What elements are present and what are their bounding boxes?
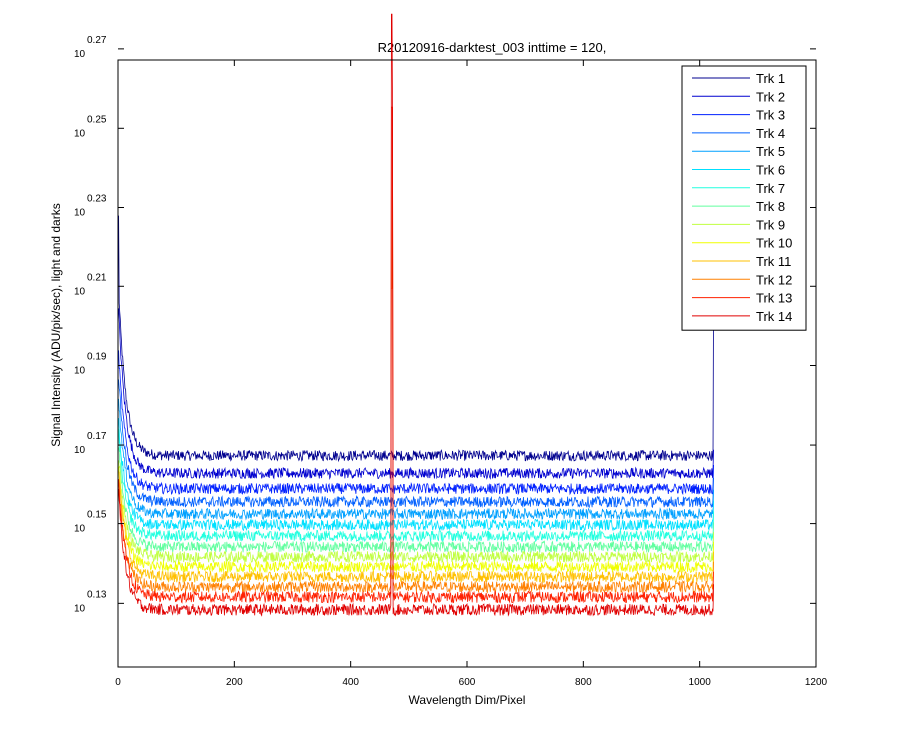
legend-entry-label: Trk 10 bbox=[756, 236, 792, 251]
x-tick-label: 1200 bbox=[805, 677, 828, 688]
series-line-trk-4 bbox=[118, 379, 714, 509]
series-lines bbox=[118, 13, 714, 617]
series-line-trk-10 bbox=[118, 466, 714, 574]
series-line-trk-9 bbox=[118, 460, 714, 564]
series-line-trk-2 bbox=[118, 308, 714, 480]
x-tick-label: 600 bbox=[459, 677, 476, 688]
legend-entry-label: Trk 8 bbox=[756, 199, 785, 214]
legend-entry-label: Trk 6 bbox=[756, 163, 785, 178]
legend-entry-label: Trk 4 bbox=[756, 126, 785, 141]
y-tick-label: 100.19 bbox=[74, 352, 107, 377]
legend-entry-label: Trk 13 bbox=[756, 291, 792, 306]
y-tick-label: 100.17 bbox=[74, 431, 107, 456]
y-tick-exponent: 0.25 bbox=[87, 114, 107, 125]
y-tick-exponent: 0.21 bbox=[87, 272, 107, 283]
y-axis-ticks: 100.13100.15100.17100.19100.21100.23100.… bbox=[74, 35, 816, 614]
x-axis-label: Wavelength Dim/Pixel bbox=[409, 693, 526, 707]
series-line-trk-3 bbox=[118, 350, 714, 496]
series-line-trk-6 bbox=[118, 418, 714, 532]
y-tick-label: 100.25 bbox=[74, 114, 107, 139]
series-line-trk-8 bbox=[118, 447, 714, 553]
y-axis-label: Signal Intensity (ADU/pix/sec), light an… bbox=[49, 203, 63, 446]
y-tick-exponent: 0.13 bbox=[87, 589, 107, 600]
y-tick-label: 100.15 bbox=[74, 510, 107, 535]
y-tick-base: 10 bbox=[74, 128, 86, 139]
y-tick-base: 10 bbox=[74, 445, 86, 456]
y-tick-label: 100.21 bbox=[74, 272, 107, 297]
legend-entry-label: Trk 12 bbox=[756, 272, 792, 287]
legend-entry-label: Trk 7 bbox=[756, 181, 785, 196]
y-tick-exponent: 0.17 bbox=[87, 431, 107, 442]
y-tick-base: 10 bbox=[74, 366, 86, 377]
series-line-trk-14 bbox=[118, 13, 714, 617]
series-line-trk-13 bbox=[118, 106, 714, 604]
series-line-trk-11 bbox=[118, 471, 714, 584]
legend-entry-label: Trk 11 bbox=[756, 254, 791, 269]
legend-entry-label: Trk 2 bbox=[756, 89, 785, 104]
x-tick-label: 1000 bbox=[689, 677, 712, 688]
x-tick-label: 0 bbox=[115, 677, 121, 688]
series-line-trk-1 bbox=[118, 215, 714, 463]
legend: Trk 1 Trk 2 Trk 3 Trk 4 Trk 5 Trk 6 Trk 7 Trk 8… bbox=[681, 65, 807, 331]
legend-entry-label: Trk 1 bbox=[756, 71, 785, 86]
y-tick-exponent: 0.23 bbox=[87, 193, 107, 204]
y-tick-exponent: 0.19 bbox=[87, 352, 107, 363]
x-tick-label: 200 bbox=[226, 677, 243, 688]
y-tick-label: 100.13 bbox=[74, 589, 107, 614]
y-tick-base: 10 bbox=[74, 49, 86, 60]
x-tick-label: 800 bbox=[575, 677, 592, 688]
legend-entry-label: Trk 3 bbox=[756, 108, 785, 123]
x-axis-ticks: 0 200 400 600 800 1000 1200 bbox=[115, 60, 828, 688]
y-tick-exponent: 0.27 bbox=[87, 35, 107, 46]
legend-entry-label: Trk 9 bbox=[756, 217, 785, 232]
y-tick-base: 10 bbox=[74, 524, 86, 535]
series-line-trk-12 bbox=[118, 107, 714, 594]
y-tick-exponent: 0.15 bbox=[87, 510, 107, 521]
y-tick-base: 10 bbox=[74, 286, 86, 297]
y-tick-base: 10 bbox=[74, 603, 86, 614]
y-tick-label: 100.23 bbox=[74, 193, 107, 218]
chart-title: R20120916-darktest_003 inttime = 120, bbox=[378, 40, 607, 55]
x-tick-label: 400 bbox=[342, 677, 359, 688]
series-line-trk-7 bbox=[118, 428, 714, 543]
y-tick-label: 100.27 bbox=[74, 35, 107, 60]
legend-entry-label: Trk 5 bbox=[756, 144, 785, 159]
legend-entry-label: Trk 14 bbox=[756, 309, 792, 324]
y-tick-base: 10 bbox=[74, 207, 86, 218]
legend-box bbox=[681, 65, 807, 331]
series-line-trk-5 bbox=[118, 398, 714, 521]
